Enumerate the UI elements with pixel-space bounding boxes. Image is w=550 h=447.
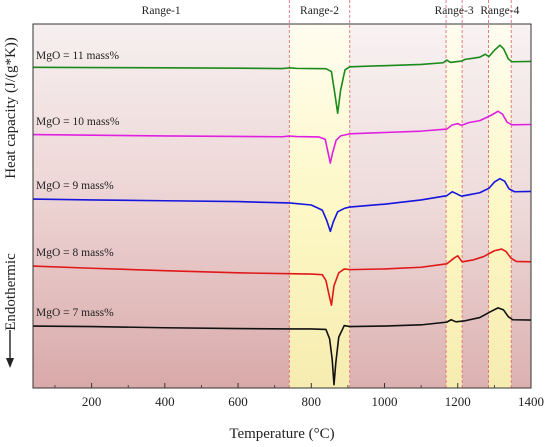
x-tick-label: 1000 [372, 394, 398, 409]
x-tick-label: 1400 [518, 394, 544, 409]
x-tick-label: 1200 [445, 394, 471, 409]
range-label-2: Range-2 [300, 5, 339, 17]
x-tick-label: 200 [82, 394, 102, 409]
range-gap-fill-3 [511, 24, 531, 388]
series-line-4 [32, 248, 532, 306]
series-line-1 [32, 44, 532, 115]
series-lines [32, 44, 532, 386]
range-label-4: Range-4 [480, 5, 519, 17]
range-fill-2 [289, 24, 350, 388]
x-axis-ticks: 200 400 600 800 1000 1200 1400 [54, 383, 544, 409]
series-line-2 [32, 110, 532, 164]
range-backgrounds [33, 24, 531, 388]
series-labels: MgO = 11 mass% MgO = 10 mass% MgO = 9 mass… [36, 50, 120, 319]
y-axis-title: Heat capacity (J/(g*K)) [3, 37, 19, 179]
series-label-5: MgO = 7 mass% [36, 307, 114, 319]
plot-frame [32, 23, 532, 389]
range-labels: Range-1 Range-2 Range-3 Range-4 [142, 5, 520, 17]
range-fill-4 [488, 24, 512, 388]
series-label-3: MgO = 9 mass% [36, 180, 114, 192]
x-tick-label: 400 [155, 394, 175, 409]
series-label-2: MgO = 10 mass% [36, 116, 120, 128]
range-label-1: Range-1 [142, 5, 181, 17]
x-tick-label: 600 [228, 394, 248, 409]
series-label-1: MgO = 11 mass% [36, 50, 119, 62]
endothermic-arrow-head [6, 358, 14, 368]
range-fill-1 [33, 24, 290, 388]
series-line-3 [32, 177, 532, 233]
x-axis-title: Temperature (°C) [229, 426, 334, 442]
x-tick-label: 800 [302, 394, 322, 409]
range-gap-fill-2 [462, 24, 489, 388]
range-label-3: Range-3 [435, 5, 474, 17]
endothermic-label: Endothermic [3, 253, 19, 331]
range-fill-3 [446, 24, 463, 388]
endothermic-indicator: Endothermic [3, 253, 19, 368]
series-label-4: MgO = 8 mass% [36, 247, 114, 259]
series-line-5 [32, 307, 532, 386]
